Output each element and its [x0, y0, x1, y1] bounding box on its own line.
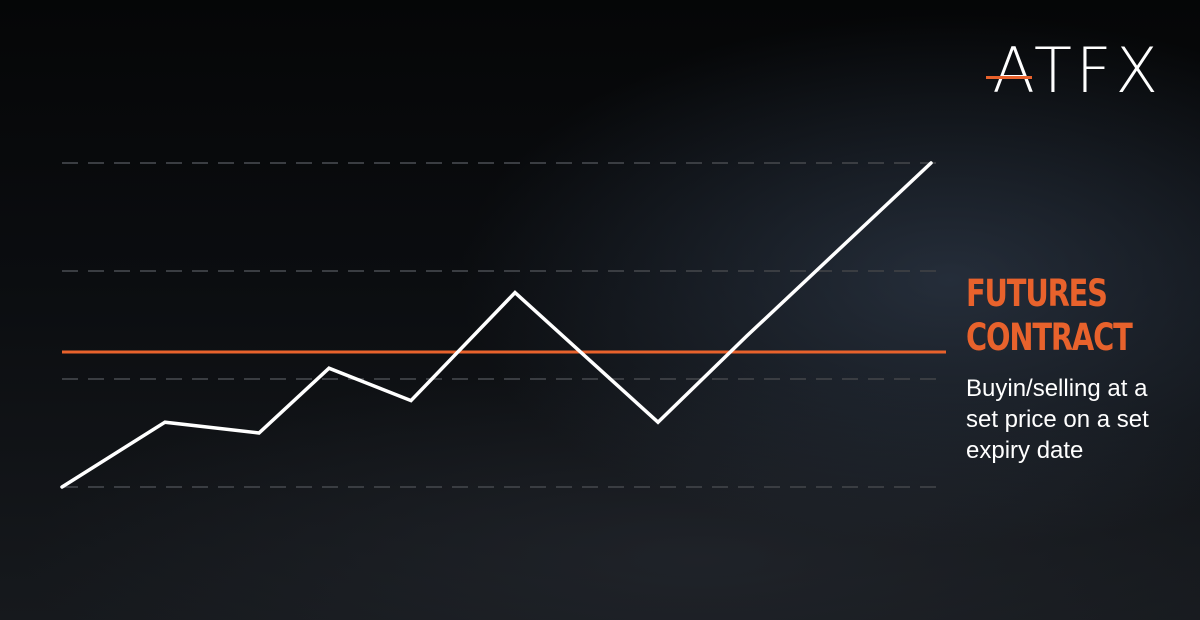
logo-accent-mark [986, 76, 1033, 79]
annotation-panel: FUTURES CONTRACT Buyin/selling at a set … [966, 272, 1191, 466]
annotation-title-line-1: FUTURES [966, 272, 1108, 315]
price-series-line-1 [60, 161, 933, 489]
annotation-title-line-2: CONTRACT [966, 316, 1133, 359]
gridlines [62, 162, 946, 488]
logo-text: ATFX [992, 34, 1162, 107]
atfx-logo: ATFX [986, 34, 1162, 107]
annotation-description: Buyin/selling at a set price on a set ex… [966, 375, 1149, 464]
series-group [60, 161, 933, 489]
